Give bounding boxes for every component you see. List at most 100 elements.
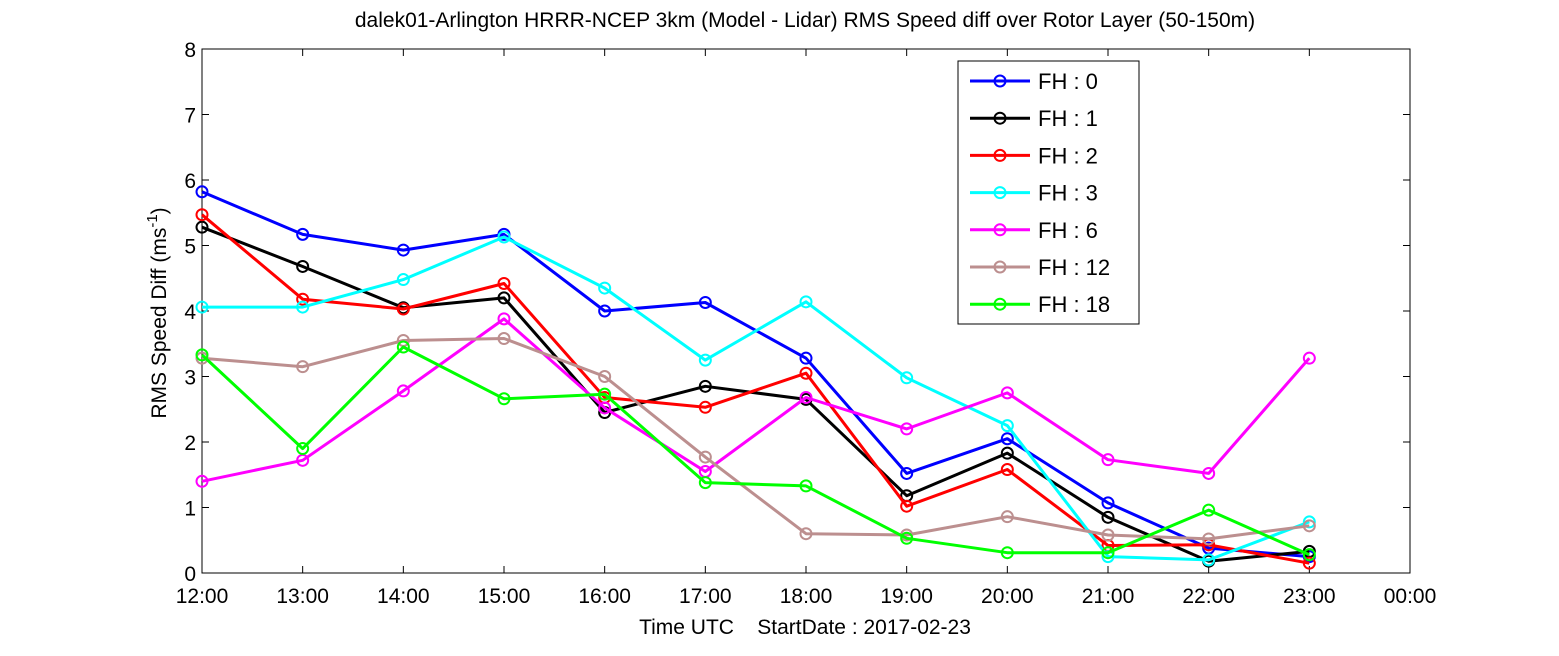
- data-point: [195, 208, 209, 222]
- y-tick-label: 8: [184, 39, 196, 62]
- legend-entry: FH : 1: [970, 106, 1098, 131]
- series-line-fh-6: [201, 317, 1311, 483]
- data-point: [799, 351, 813, 365]
- data-point: [799, 295, 813, 309]
- legend-label: FH : 2: [1038, 143, 1098, 168]
- y-axis: 0 1 2 3 4 5 6 7 8: [184, 39, 1410, 586]
- x-tick-label: 15:00: [478, 585, 531, 608]
- data-point: [396, 273, 410, 287]
- data-point: [1101, 496, 1115, 510]
- legend-label: FH : 18: [1038, 292, 1110, 317]
- data-point: [1101, 510, 1115, 524]
- data-point: [497, 392, 511, 406]
- series-layer: [195, 185, 1316, 570]
- data-point: [195, 348, 209, 362]
- legend-swatch-marker: [993, 297, 1007, 311]
- y-tick-label: 0: [184, 563, 196, 586]
- x-tick-label: 21:00: [1082, 585, 1135, 608]
- data-point: [900, 371, 914, 385]
- legend-label: FH : 6: [1038, 218, 1098, 243]
- data-point: [698, 476, 712, 490]
- x-tick-label: 17:00: [679, 585, 732, 608]
- series-fh-18: [195, 340, 1316, 562]
- data-point: [1000, 419, 1014, 433]
- legend-entry: FH : 0: [970, 69, 1098, 94]
- data-point: [296, 227, 310, 241]
- y-tick-label: 1: [184, 498, 196, 521]
- x-tick-label: 23:00: [1283, 585, 1336, 608]
- legend-swatch-marker: [993, 260, 1007, 274]
- data-point: [497, 291, 511, 305]
- y-tick-label: 4: [184, 301, 196, 324]
- data-point: [799, 479, 813, 493]
- legend-swatch-marker: [993, 148, 1007, 162]
- y-tick-label: 2: [184, 432, 196, 455]
- data-point: [497, 332, 511, 346]
- legend-entry: FH : 12: [970, 255, 1110, 280]
- data-point: [1000, 463, 1014, 477]
- chart-title: dalek01-Arlington HRRR-NCEP 3km (Model -…: [355, 9, 1255, 32]
- data-point: [799, 527, 813, 541]
- y-tick-label: 3: [184, 367, 196, 390]
- data-point: [296, 442, 310, 456]
- data-point: [296, 360, 310, 374]
- series-line-fh-12: [201, 337, 1310, 541]
- data-point: [598, 281, 612, 295]
- x-tick-label: 19:00: [880, 585, 933, 608]
- x-tick-label: 12:00: [176, 585, 229, 608]
- data-point: [900, 531, 914, 545]
- data-point: [396, 243, 410, 257]
- legend-label: FH : 0: [1038, 69, 1098, 94]
- data-point: [1202, 466, 1216, 480]
- data-point: [1302, 556, 1316, 570]
- series-line-fh-18: [200, 345, 1310, 557]
- data-point: [1000, 546, 1014, 560]
- data-point: [1000, 510, 1014, 524]
- data-point: [396, 302, 410, 316]
- legend: FH : 0 FH : 1 FH : 2 FH : 3 FH : 6 FH : 12 FH …: [957, 60, 1140, 325]
- data-point: [497, 276, 511, 290]
- y-tick-label: 6: [184, 170, 196, 193]
- data-point: [799, 366, 813, 380]
- data-point: [598, 387, 612, 401]
- data-point: [799, 390, 813, 404]
- legend-swatch-marker: [993, 74, 1007, 88]
- data-point: [195, 185, 209, 199]
- data-point: [1302, 548, 1316, 562]
- legend-entry: FH : 6: [970, 218, 1098, 243]
- series-fh-12: [195, 332, 1316, 546]
- data-point: [497, 312, 511, 326]
- data-point: [900, 499, 914, 513]
- x-tick-label: 16:00: [578, 585, 631, 608]
- data-point: [1302, 515, 1316, 529]
- data-point: [296, 300, 310, 314]
- x-tick-label: 22:00: [1182, 585, 1235, 608]
- series-fh-3: [195, 230, 1316, 567]
- legend-entry: FH : 2: [970, 143, 1098, 168]
- y-axis-label: RMS Speed Diff (ms-1): [144, 207, 171, 418]
- data-point: [1202, 503, 1216, 517]
- data-point: [396, 340, 410, 354]
- legend-label: FH : 1: [1038, 106, 1098, 131]
- data-point: [598, 370, 612, 383]
- data-point: [396, 384, 410, 398]
- legend-entry: FH : 3: [970, 181, 1098, 206]
- series-line-fh-1: [201, 225, 1310, 563]
- data-point: [1302, 519, 1316, 533]
- data-point: [698, 400, 712, 414]
- y-axis-label-superscript: -1: [144, 214, 161, 227]
- y-axis-label-main: RMS Speed Diff (ms: [148, 228, 171, 419]
- data-point: [1302, 351, 1316, 365]
- data-point: [698, 379, 712, 393]
- data-point: [900, 466, 914, 480]
- data-point: [698, 295, 712, 309]
- legend-entry: FH : 18: [970, 292, 1110, 317]
- data-point: [1101, 528, 1115, 542]
- legend-label: FH : 3: [1038, 181, 1098, 206]
- legend-swatch-marker: [993, 223, 1007, 237]
- data-point: [1000, 446, 1014, 460]
- data-point: [698, 450, 712, 464]
- data-point: [698, 353, 712, 367]
- data-point: [497, 230, 511, 244]
